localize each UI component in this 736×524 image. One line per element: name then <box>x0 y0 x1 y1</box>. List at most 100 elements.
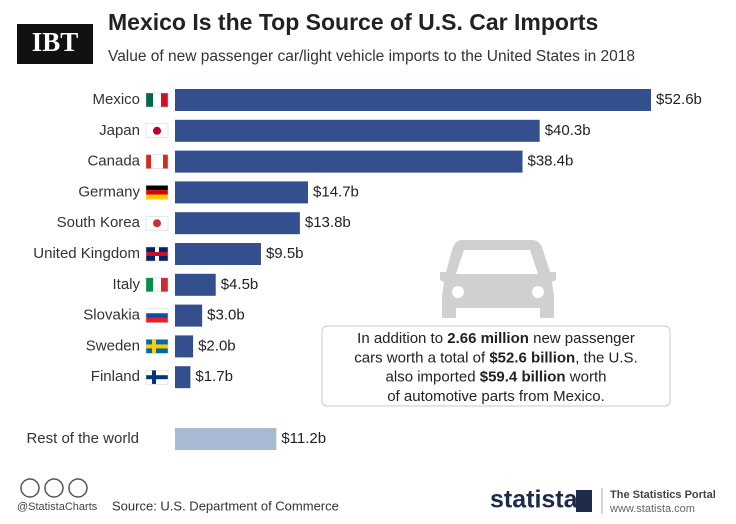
car-light <box>452 286 464 298</box>
flag-border <box>145 154 169 169</box>
value-label: $4.5b <box>221 276 259 293</box>
category-label: Italy <box>112 276 140 293</box>
category-label: Mexico <box>92 91 140 108</box>
car-icon <box>440 240 556 318</box>
car-light <box>532 286 544 298</box>
flag-icon <box>145 369 169 385</box>
flag-part <box>161 277 168 292</box>
bar <box>175 428 277 450</box>
category-label: United Kingdom <box>33 245 140 262</box>
value-label: $13.8b <box>305 214 351 231</box>
category-label: Sweden <box>86 337 140 354</box>
license-icons <box>20 478 88 498</box>
flag-border <box>145 215 169 231</box>
annotation-box <box>321 325 671 407</box>
category-label: Slovakia <box>83 307 140 324</box>
tagline: The Statistics Portal <box>610 489 716 501</box>
value-label: $9.5b <box>266 245 304 262</box>
flag-icon <box>145 185 169 200</box>
flag-part <box>153 277 161 292</box>
value-label: $3.0b <box>207 307 245 324</box>
annotation-line: also imported $59.4 billion worth <box>386 369 607 386</box>
flag-part <box>146 185 168 191</box>
category-label: Rest of the world <box>26 430 139 447</box>
category-label: South Korea <box>57 214 141 231</box>
annotation-text: new passenger <box>529 330 635 347</box>
value-label: $52.6b <box>656 91 702 108</box>
flag-icon <box>145 92 169 108</box>
flag-part <box>146 154 151 169</box>
flag-border <box>145 339 169 354</box>
annotation-line: of automotive parts from Mexico. <box>387 388 605 405</box>
annotation: In addition to 2.66 million new passenge… <box>354 330 637 405</box>
annotation-text: worth <box>566 369 607 386</box>
category-label: Germany <box>78 183 140 200</box>
annotation-text: , the U.S. <box>575 349 638 366</box>
annotation-bold: $59.4 billion <box>480 369 566 386</box>
flag-icon <box>145 154 169 169</box>
flag-part <box>153 219 161 228</box>
url: www.statista.com <box>609 503 695 515</box>
flag-border <box>145 185 169 200</box>
bar <box>175 89 651 111</box>
flag-border <box>145 369 169 385</box>
flag-part <box>153 126 161 135</box>
flag-part <box>153 93 161 107</box>
flag-part <box>146 194 168 200</box>
flag-part <box>146 317 168 323</box>
brand-icon <box>576 490 592 512</box>
annotation-line: cars worth a total of $52.6 billion, the… <box>354 349 637 366</box>
annotation-text: of automotive parts from Mexico. <box>387 388 605 405</box>
value-label: $1.7b <box>195 368 233 385</box>
value-label: $2.0b <box>198 337 236 354</box>
cc-icon <box>20 478 40 498</box>
flag-part <box>146 252 168 256</box>
chart-subtitle: Value of new passenger car/light vehicle… <box>108 48 635 65</box>
value-label: $11.2b <box>281 430 326 447</box>
category-label: Japan <box>99 122 140 139</box>
source: Source: U.S. Department of Commerce <box>112 498 339 513</box>
annotation-bold: $52.6 billion <box>489 349 575 366</box>
flag-part <box>146 277 153 292</box>
bar <box>175 119 540 142</box>
annotation-text: cars worth a total of <box>354 349 489 366</box>
bar <box>175 181 309 204</box>
handle: @StatistaCharts <box>17 501 98 513</box>
flag-icon <box>145 339 169 354</box>
by-icon <box>44 478 64 498</box>
flag-part <box>146 344 168 349</box>
bars: Mexico $52.6b Japan $40.3b Canada $38.4b Germa… <box>26 89 702 450</box>
nd-icon <box>68 478 88 498</box>
annotation-text: also imported <box>386 369 480 386</box>
flag-icon <box>145 308 169 323</box>
logo-box <box>17 24 93 64</box>
value-label: $38.4b <box>527 153 573 170</box>
annotation-text: In addition to <box>357 330 447 347</box>
bar <box>175 273 216 296</box>
flag-part <box>151 154 163 169</box>
bar <box>175 150 523 173</box>
flag-icon <box>145 123 169 139</box>
logo: IBT <box>32 27 79 57</box>
bar <box>175 243 261 265</box>
category-label: Finland <box>91 368 140 385</box>
flag-part <box>161 93 168 107</box>
flag-border <box>145 123 169 139</box>
category-label: Canada <box>87 153 140 170</box>
flag-part <box>146 313 168 318</box>
car-window <box>456 250 538 274</box>
flag-border <box>145 308 169 323</box>
flag-border <box>145 246 169 262</box>
annotation-line: In addition to 2.66 million new passenge… <box>357 330 635 347</box>
flag-icon <box>145 215 169 231</box>
value-label: $14.7b <box>313 183 359 200</box>
flag-border <box>145 277 169 293</box>
chart-title: Mexico Is the Top Source of U.S. Car Imp… <box>108 9 598 35</box>
flag-part <box>146 93 153 107</box>
brand: statista <box>490 486 579 514</box>
value-label: $40.3b <box>545 122 591 139</box>
flag-part <box>146 308 168 314</box>
bar <box>175 304 203 327</box>
